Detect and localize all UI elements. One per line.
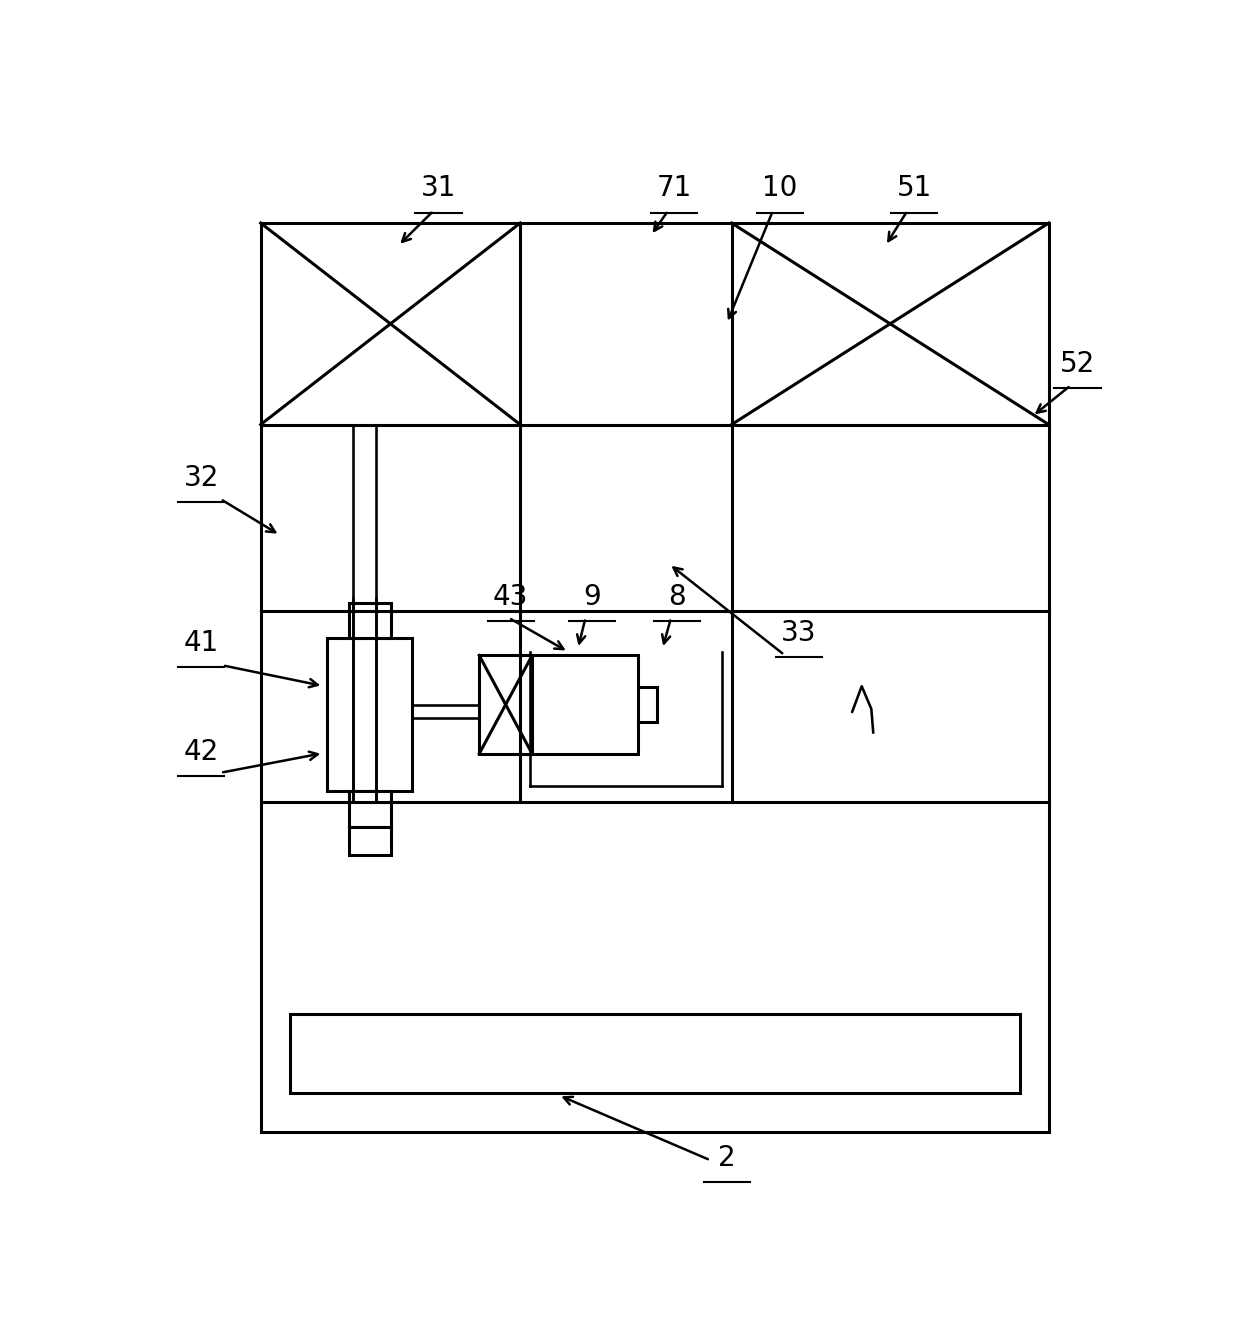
Text: 71: 71 (656, 174, 692, 203)
Text: 2: 2 (718, 1143, 735, 1172)
Text: 9: 9 (583, 582, 601, 611)
Bar (348, 827, 391, 855)
Text: 33: 33 (781, 619, 817, 647)
Text: 31: 31 (420, 174, 456, 203)
Text: 41: 41 (184, 629, 218, 658)
Bar (290, 1013, 1021, 1094)
Text: 52: 52 (1060, 350, 1095, 378)
Bar (348, 604, 391, 639)
Text: 8: 8 (668, 582, 686, 611)
Text: 42: 42 (184, 738, 218, 765)
Bar (479, 655, 532, 754)
Bar (532, 655, 637, 754)
Bar (327, 639, 412, 792)
Text: 32: 32 (184, 464, 218, 491)
Text: 43: 43 (492, 582, 528, 611)
Bar (348, 792, 391, 827)
Bar (260, 223, 1049, 1133)
Text: 51: 51 (897, 174, 931, 203)
Text: 10: 10 (761, 174, 797, 203)
